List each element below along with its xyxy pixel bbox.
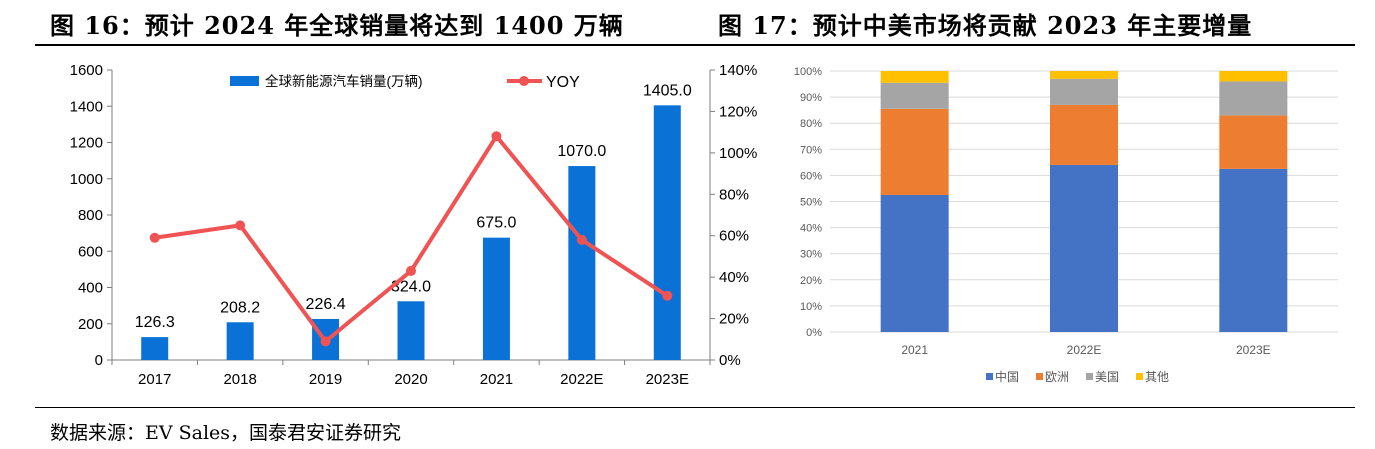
stacked-segment-美国 [1219,81,1288,116]
y-tick-label: 50% [800,197,822,209]
sales-bar [482,237,510,360]
y-tick-label: 60% [800,170,822,182]
bar-value-label: 1070.0 [557,143,606,160]
legend-label: 欧洲 [1045,370,1069,384]
top-divider [35,44,1355,46]
x-tick-label: 2023E [1236,343,1271,357]
left-figure-title: 图 16：预计 2024 年全球销量将达到 1400 万辆 [50,11,624,40]
stacked-segment-美国 [1050,78,1118,105]
bottom-divider [35,407,1355,408]
left-y-tick-label: 0 [95,352,103,369]
legend-sales-label: 全球新能源汽车销量(万辆) [265,73,423,89]
bar-value-label: 1405.0 [643,82,692,99]
sales-bar [226,322,254,360]
y-tick-label: 30% [800,249,822,261]
yoy-point [491,131,502,142]
left-y-tick-label: 1000 [70,171,103,188]
x-tick-label: 2019 [309,371,342,388]
left-y-tick-label: 1600 [70,62,103,79]
stacked-segment-其他 [1219,71,1288,82]
global-sales-chart: 0 200 400 600 800 1000 1200 1400 1600 0% 20% 40% 60%… [70,62,758,388]
y-tick-label: 10% [800,301,822,313]
legend-label: 其他 [1145,370,1169,384]
market-share-chart: 0% 10% 20% 30% 40% 50% 60% 70% 80% 90% 100% 2021 202… [794,66,1338,384]
right-y-tick-label: 80% [719,186,749,203]
y-tick-label: 0% [806,327,822,339]
stacked-segment-其他 [1050,71,1118,79]
y-tick-label: 90% [800,92,822,104]
legend-sales-swatch [230,76,259,86]
sales-bar [141,337,169,360]
y-tick-label: 20% [800,275,822,287]
stacked-segment-欧洲 [1050,104,1118,165]
right-y-tick-label: 100% [719,145,757,162]
stacked-segment-欧洲 [880,108,949,195]
left-y-tick-label: 200 [78,316,103,333]
x-tick-label: 2017 [138,371,171,388]
legend-swatch [986,373,993,380]
legend-label: 美国 [1095,370,1119,384]
yoy-point [406,265,416,276]
right-y-tick-label: 60% [719,228,749,245]
y-tick-label: 70% [800,144,822,156]
yoy-point [320,336,331,347]
x-tick-label: 2021 [901,343,928,357]
legend-swatch [1136,373,1143,380]
legend-swatch [1086,373,1093,380]
x-tick-label: 2020 [394,371,427,388]
stacked-segment-中国 [1219,168,1288,332]
stacked-segment-中国 [1050,164,1118,332]
y-tick-label: 100% [794,66,822,78]
bar-value-label: 226.4 [306,296,346,313]
bar-value-label: 324.0 [391,278,431,295]
y-tick-label: 40% [800,223,822,235]
left-y-tick-label: 600 [78,243,103,260]
legend-label: 中国 [995,369,1019,384]
stacked-segment-美国 [880,82,949,109]
bar-value-label: 675.0 [476,215,516,232]
left-y-tick-label: 400 [78,280,103,297]
right-y-tick-label: 20% [719,311,749,328]
x-tick-label: 2018 [223,371,256,388]
yoy-point [235,220,246,231]
stacked-segment-其他 [880,71,949,83]
right-y-tick-label: 120% [719,103,757,120]
x-tick-label: 2022E [560,371,603,388]
yoy-point [576,234,587,245]
y-tick-label: 80% [800,118,822,130]
left-y-tick-label: 800 [78,207,103,224]
sales-bar [653,105,681,360]
yoy-point [149,232,160,243]
legend-yoy-label: YOY [546,74,580,91]
right-y-tick-label: 140% [719,62,757,79]
right-y-tick-label: 0% [719,352,741,369]
stacked-segment-欧洲 [1219,115,1288,169]
right-figure-title: 图 17：预计中美市场将贡献 2023 年主要增量 [718,11,1253,40]
left-y-tick-label: 1200 [70,135,103,152]
left-y-tick-label: 1400 [70,98,103,115]
bar-value-label: 126.3 [135,314,175,331]
yoy-point [662,290,673,301]
legend-swatch [1036,373,1043,380]
data-source-note: 数据来源：EV Sales，国泰君安证券研究 [50,422,402,444]
stacked-segment-中国 [880,194,949,332]
x-tick-label: 2021 [480,371,513,388]
x-tick-label: 2022E [1067,343,1102,357]
legend-yoy-marker [519,76,529,86]
sales-bar [397,301,425,360]
right-y-tick-label: 40% [719,269,749,286]
x-tick-label: 2023E [646,371,689,388]
sales-bar [568,166,596,360]
bar-value-label: 208.2 [220,299,260,316]
